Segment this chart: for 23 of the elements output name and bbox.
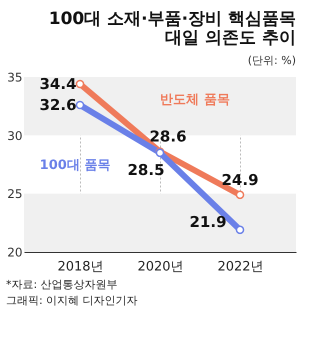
- data-label: 34.4: [39, 75, 77, 93]
- text: *자료: 산업통상자원부: [6, 277, 119, 293]
- x-tick-label: 2020년: [137, 260, 184, 274]
- text: 그래픽: 이지혜 디자인기자: [6, 293, 139, 309]
- y-tick-label: 35: [7, 70, 22, 84]
- point: [236, 190, 244, 200]
- point: [236, 226, 244, 234]
- point: [76, 100, 84, 110]
- y-tick-label: 30: [7, 128, 22, 143]
- x-tick-label: 2018년: [57, 260, 104, 274]
- data-label: 21.9: [189, 212, 227, 231]
- chart-title: 100대 소재·부품·장비 핵심품목 대일 의존도 추이: [48, 9, 296, 48]
- data-label: 28.6: [149, 128, 187, 146]
- y-tick-label: 25: [7, 187, 22, 202]
- x-tick-label: 2022년: [217, 260, 264, 274]
- data-label: 24.9: [221, 170, 259, 189]
- point: [76, 80, 84, 88]
- y-tick-label: 20: [7, 246, 22, 260]
- text: 반도체 품목: [160, 92, 230, 108]
- chart-subtitle: (단위: %): [248, 54, 296, 67]
- data-label: 32.6: [39, 96, 77, 114]
- data-label: 28.5: [127, 160, 165, 179]
- text: 100대 품목: [40, 158, 110, 173]
